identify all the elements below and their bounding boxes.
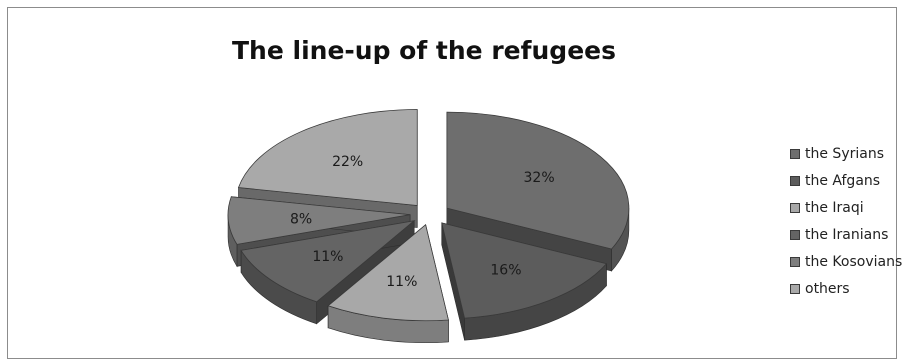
legend-swatch [790, 175, 800, 186]
pie-slice-3 [240, 220, 416, 303]
legend-swatch [790, 283, 800, 294]
legend-label: the Kosovians [805, 253, 903, 270]
pie-label-layer: 32% 16% 11% 11% 8% 22% [290, 154, 555, 290]
pie-slice-1 [441, 222, 608, 319]
legend-label: the Iranians [805, 226, 889, 243]
legend-item: others [790, 275, 902, 302]
legend-item: the Iraqi [790, 194, 902, 221]
pie-slice-0 [446, 111, 630, 250]
legend-label: the Syrians [805, 145, 884, 162]
chart-title: The line-up of the refugees [232, 36, 616, 65]
legend-item: the Iranians [790, 221, 902, 248]
pie-slice-2 [327, 224, 449, 322]
legend-item: the Kosovians [790, 248, 902, 275]
legend-swatch [790, 229, 800, 240]
legend-item: the Afgans [790, 167, 902, 194]
pie-label-4: 8% [290, 211, 312, 227]
legend-label: others [805, 280, 850, 297]
pie-label-0: 32% [524, 170, 555, 186]
chart-legend: the Syrians the Afgans the Iraqi the Irania… [790, 140, 902, 302]
legend-swatch [790, 256, 800, 267]
pie-slice-5 [237, 109, 418, 206]
legend-label: the Afgans [805, 172, 881, 189]
pie-top-layer [227, 109, 630, 322]
legend-label: the Iraqi [805, 199, 864, 216]
pie-slice-4 [227, 196, 411, 245]
legend-swatch [790, 148, 800, 159]
legend-swatch [790, 202, 800, 213]
pie-label-1: 16% [490, 262, 521, 278]
pie-label-3: 11% [312, 249, 343, 265]
pie-label-5: 22% [332, 154, 363, 170]
legend-item: the Syrians [790, 140, 902, 167]
pie-label-2: 11% [386, 274, 417, 290]
